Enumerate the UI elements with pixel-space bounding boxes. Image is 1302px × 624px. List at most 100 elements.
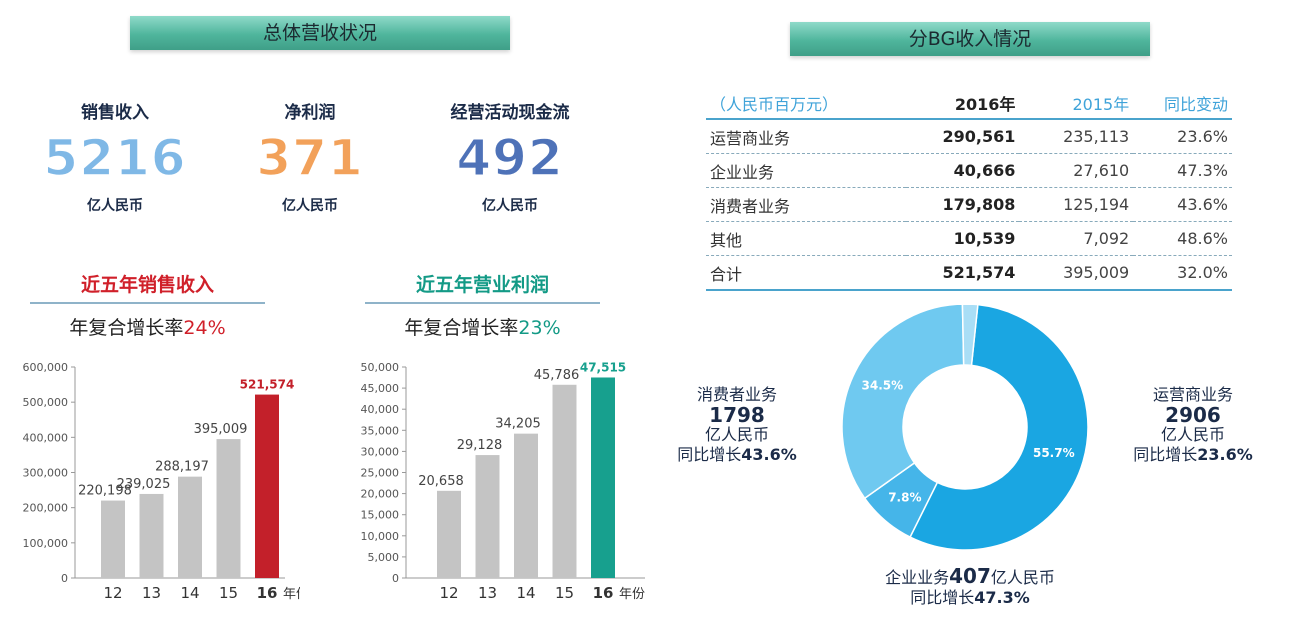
row-name: 消费者业务 [710,196,791,216]
table-header-row: （人民币百万元） 2016年 2015年 同比变动 [706,88,1232,119]
row-2015: 235,113 [1063,127,1130,146]
y-tick-label: 15,000 [361,509,400,522]
profit-cagr-value: 23% [518,317,561,339]
row-yoy: 43.6% [1177,195,1228,214]
carrier-unit: 亿人民币 [1160,425,1225,444]
bar [101,500,125,578]
revenue-cagr-prefix: 年复合增长率 [69,317,184,339]
kpi-net-profit-value: 371 [256,128,364,188]
row-2015: 395,009 [1063,263,1130,282]
profit-cagr-prefix: 年复合增长率 [404,317,519,339]
profit-bar-chart: 0 5,000 10,000 15,000 20,000 25,000 30,000 35,0… [361,360,646,602]
table-header-2015: 2015年 [1072,95,1130,114]
profit-chart-title: 近五年营业利润 [415,274,549,296]
profit-title-rule [365,302,600,304]
y-tick-label: 200,000 [23,502,69,515]
y-tick-label: 50,000 [361,361,400,374]
bar [552,384,577,578]
bar-value-label: 34,205 [495,417,541,432]
y-tick-label: 30,000 [361,445,400,458]
bar-value-label: 47,515 [580,360,626,374]
table-row: 其他 10,539 7,092 48.6% [706,222,1232,256]
row-name: 其他 [710,230,743,250]
carrier-value: 2906 [1165,403,1221,427]
enterprise-growth: 47.3% [974,588,1030,607]
table-header-unit: （人民币百万元） [710,95,839,114]
y-tick-label: 500,000 [23,396,69,409]
x-tick-label: 16 [257,584,278,602]
kpi-cash-flow-value: 492 [456,128,564,188]
kpi-sales: 销售收入 5216 亿人民币 [25,98,205,215]
donut-slice-label: 7.8% [888,490,921,504]
y-tick-label: 300,000 [23,467,69,480]
table-row: 运营商业务 290,561 235,113 23.6% [706,119,1232,154]
carrier-name: 运营商业务 [1152,385,1233,404]
bar-value-label: 521,574 [240,378,295,392]
bar [216,439,241,578]
consumer-label: 消费者业务 1798 亿人民币 同比增长43.6% [662,385,812,465]
x-tick-label: 12 [103,584,122,602]
row-2016: 10,539 [953,229,1016,248]
revenue-bar-chart: 0 100,000 200,000 300,000 400,000 500,000 600,… [23,361,301,602]
row-yoy: 23.6% [1177,127,1228,146]
carrier-growth-prefix: 同比增长 [1133,445,1198,464]
y-tick-label: 45,000 [361,382,400,395]
row-2016: 40,666 [953,161,1016,180]
profit-cagr: 年复合增长率23% [365,313,600,340]
kpi-sales-value: 5216 [43,128,187,188]
row-yoy: 32.0% [1177,263,1228,282]
enterprise-value: 407 [949,564,991,588]
donut-slice [909,305,1089,550]
y-tick-label: 0 [392,572,399,585]
donut-slice-label: 34.5% [862,378,904,392]
revenue-cagr: 年复合增长率24% [30,313,265,340]
donut-slice [961,305,979,367]
x-tick-label: 14 [516,584,535,602]
kpi-cash-flow-label: 经营活动现金流 [450,103,570,123]
bar-value-label: 45,786 [534,368,580,383]
x-axis-unit-label: 年份 [619,587,645,602]
y-tick-label: 35,000 [361,424,400,437]
table-row: 消费者业务 179,808 125,194 43.6% [706,188,1232,222]
revenue-title-rule [30,302,265,304]
y-tick-label: 600,000 [23,361,69,374]
y-tick-label: 40,000 [361,403,400,416]
enterprise-growth-prefix: 同比增长 [910,588,975,607]
bar-value-label: 395,009 [194,422,248,437]
x-tick-label: 15 [219,584,238,602]
x-axis-unit-label: 年份 [283,587,300,602]
y-tick-label: 20,000 [361,488,400,501]
x-tick-label: 16 [593,584,614,602]
table-header-2016: 2016年 [954,95,1016,114]
kpi-cash-flow-unit: 亿人民币 [482,198,538,214]
kpi-sales-unit: 亿人民币 [87,198,143,214]
bar-value-label: 220,198 [78,484,132,499]
row-2015: 7,092 [1083,229,1130,248]
row-yoy: 48.6% [1177,229,1228,248]
consumer-value: 1798 [709,403,765,427]
kpi-net-profit-unit: 亿人民币 [282,198,338,214]
bg-share-donut-chart: 55.7% 7.8% 34.5% [841,305,1089,550]
row-2015: 125,194 [1063,195,1130,214]
row-yoy: 47.3% [1177,161,1228,180]
bg-revenue-banner: 分BG收入情况 [790,22,1150,56]
row-2016: 179,808 [942,195,1016,214]
consumer-unit: 亿人民币 [704,425,769,444]
revenue-chart-title: 近五年销售收入 [80,274,214,296]
table-row: 合计 521,574 395,009 32.0% [706,256,1232,290]
row-2016: 290,561 [942,127,1016,146]
revenue-cagr-value: 24% [183,317,226,339]
table-row: 企业业务 40,666 27,610 47.3% [706,154,1232,188]
overall-revenue-banner: 总体营收状况 [130,16,510,50]
bar [475,455,500,578]
bar-value-label: 288,197 [155,460,209,475]
bg-revenue-table: （人民币百万元） 2016年 2015年 同比变动 运营商业务 290,561 … [706,88,1232,291]
x-tick-label: 13 [478,584,497,602]
enterprise-name: 企业业务 [885,568,950,587]
row-name: 运营商业务 [710,128,791,148]
x-tick-label: 13 [142,584,161,602]
donut-slice-label: 55.7% [1033,446,1075,460]
kpi-net-profit-label: 净利润 [284,103,336,123]
bar-value-label: 20,658 [418,474,464,489]
y-tick-label: 100,000 [23,537,69,550]
